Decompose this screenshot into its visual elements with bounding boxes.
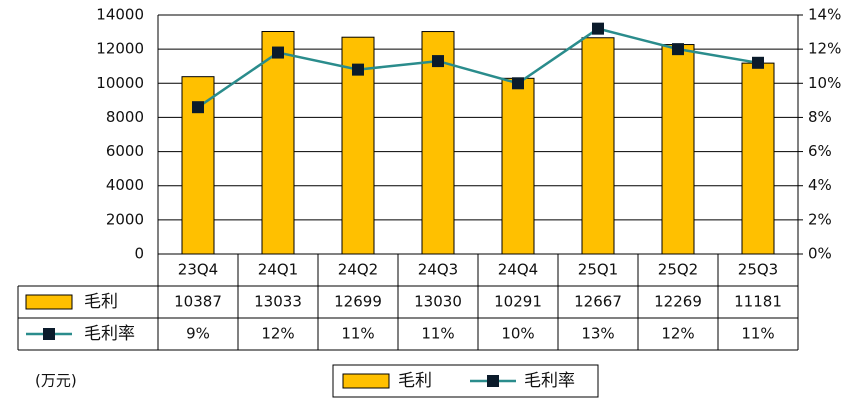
- legend-swatch: [25, 294, 73, 310]
- y-tick-label: 10000: [96, 74, 144, 92]
- bar: [581, 37, 615, 255]
- table-value: 11%: [741, 325, 774, 343]
- y2-tick-label: 12%: [808, 40, 841, 58]
- y-tick-label: 14000: [96, 6, 144, 24]
- y2-tick-label: 6%: [808, 142, 832, 160]
- x-tick-label: 24Q3: [418, 261, 458, 279]
- table-value: 13030: [414, 293, 462, 311]
- x-tick-label: 24Q4: [498, 261, 538, 279]
- table-row-label: 毛利: [84, 292, 118, 312]
- marker: [432, 55, 444, 68]
- y2-tick-label: 4%: [808, 176, 832, 194]
- x-tick-label: 25Q3: [738, 261, 778, 279]
- table-value: 10291: [494, 293, 542, 311]
- y-tick-label: 0: [134, 245, 144, 263]
- legend-box: [332, 364, 599, 398]
- table-row-label: 毛利率: [84, 324, 135, 344]
- x-tick-label: 23Q4: [178, 261, 218, 279]
- table-value: 13033: [254, 293, 302, 311]
- table-value: 12269: [654, 293, 702, 311]
- marker: [272, 46, 284, 59]
- table-value: 11%: [421, 325, 454, 343]
- table-value: 12%: [661, 325, 694, 343]
- table-value: 10%: [501, 325, 534, 343]
- x-tick-label: 24Q2: [338, 261, 378, 279]
- y-tick-label: 12000: [96, 40, 144, 58]
- y2-tick-label: 8%: [808, 108, 832, 126]
- bar: [421, 31, 455, 255]
- bar: [661, 44, 695, 255]
- y-tick-label: 2000: [106, 210, 144, 228]
- y2-tick-label: 2%: [808, 210, 832, 228]
- marker: [512, 77, 524, 90]
- table-value: 11181: [734, 293, 782, 311]
- table-value: 12699: [334, 293, 382, 311]
- marker: [592, 22, 604, 35]
- table-value: 11%: [341, 325, 374, 343]
- legend-label: 毛利率: [524, 371, 575, 391]
- marker: [352, 63, 364, 76]
- marker: [672, 43, 684, 56]
- marker: [192, 101, 204, 114]
- legend-marker: [487, 375, 499, 387]
- x-tick-label: 24Q1: [258, 261, 298, 279]
- line: [197, 27, 759, 109]
- y-tick-label: 4000: [106, 176, 144, 194]
- x-tick-label: 25Q2: [658, 261, 698, 279]
- x-tick-label: 25Q1: [578, 261, 618, 279]
- legend-swatch: [342, 373, 390, 389]
- y2-tick-label: 0%: [808, 245, 832, 263]
- unit-label: (万元): [35, 372, 77, 390]
- y2-tick-label: 10%: [808, 74, 841, 92]
- marker: [752, 56, 764, 69]
- legend-label: 毛利: [398, 371, 432, 391]
- bar: [741, 62, 775, 255]
- table-value: 12%: [261, 325, 294, 343]
- table-value: 13%: [581, 325, 614, 343]
- table-value: 9%: [186, 325, 210, 343]
- bar: [261, 31, 295, 255]
- legend-marker: [43, 328, 55, 340]
- y-tick-label: 8000: [106, 108, 144, 126]
- y-tick-label: 6000: [106, 142, 144, 160]
- table-value: 10387: [174, 293, 222, 311]
- bar: [501, 77, 535, 255]
- y2-tick-label: 14%: [808, 6, 841, 24]
- table-value: 12667: [574, 293, 622, 311]
